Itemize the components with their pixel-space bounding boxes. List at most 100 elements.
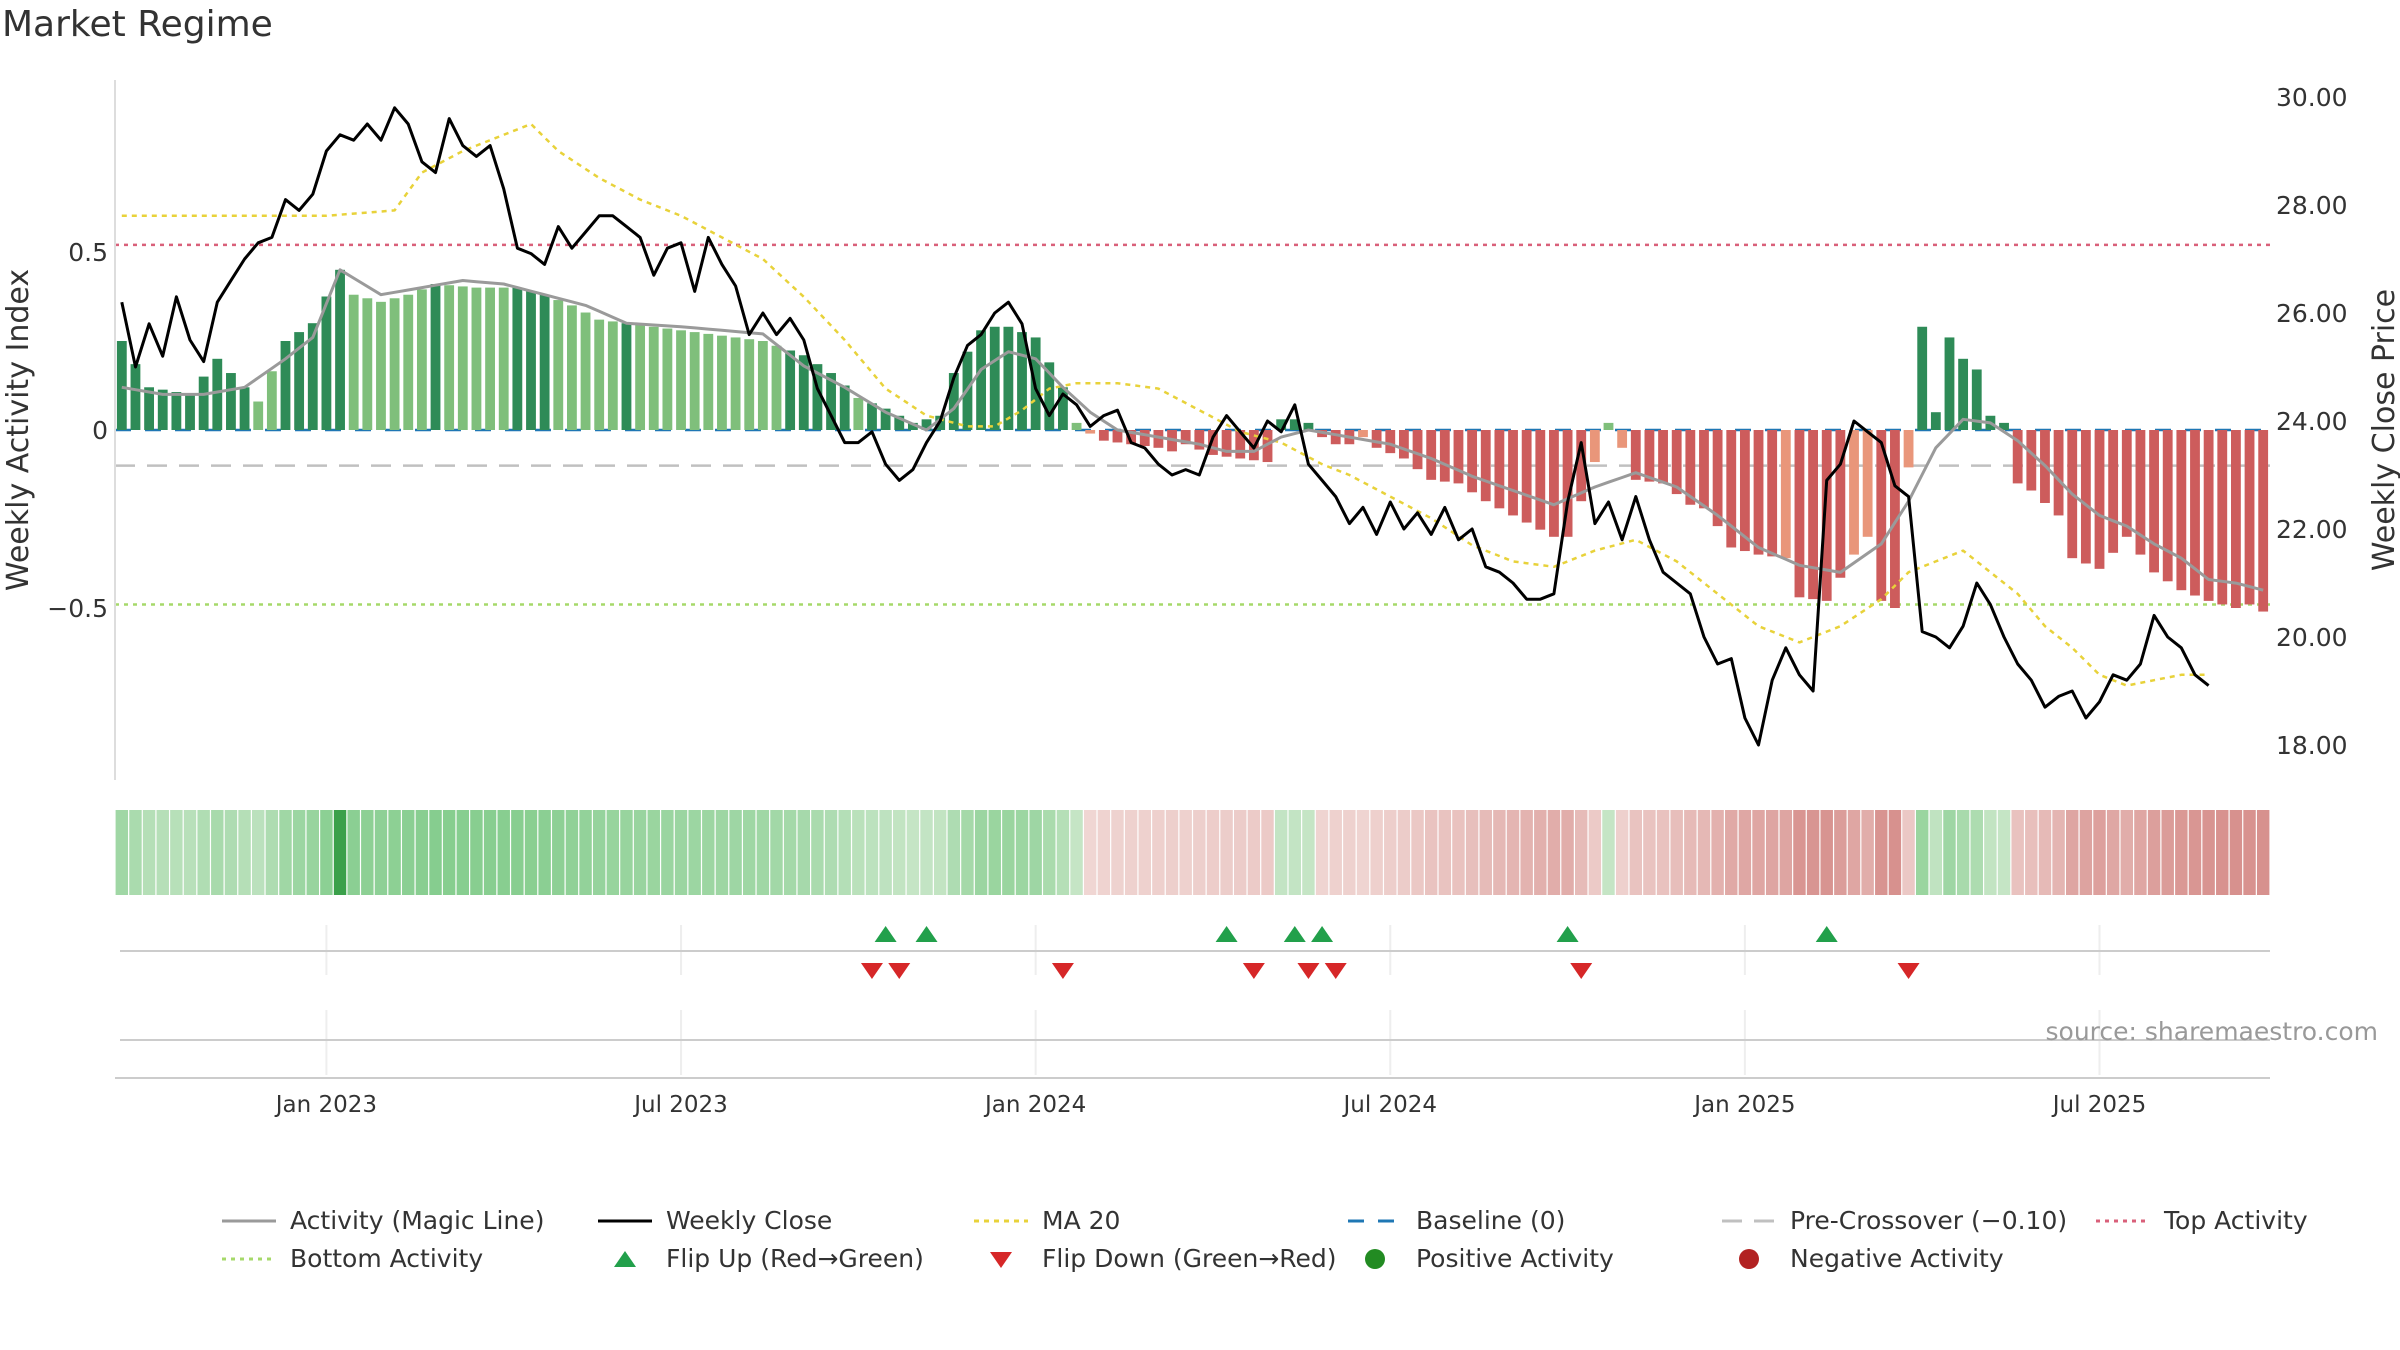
activity-bar bbox=[157, 389, 168, 430]
x-tick-label: Jan 2023 bbox=[274, 1092, 377, 1118]
activity-bar bbox=[1371, 430, 1382, 448]
regime-strip-cell bbox=[1752, 810, 1765, 895]
regime-strip-cell bbox=[211, 810, 224, 895]
activity-bar bbox=[1944, 337, 1955, 430]
regime-strip-cell bbox=[1043, 810, 1056, 895]
legend-label: Flip Up (Red→Green) bbox=[666, 1244, 924, 1273]
regime-strip-cell bbox=[865, 810, 879, 895]
regime-strip-cell bbox=[1247, 810, 1261, 895]
activity-bar bbox=[1630, 430, 1641, 480]
market-regime-chart: 0.5 0 −0.5 30.00 28.00 26.00 24.00 22.00 20.00 18… bbox=[1, 80, 2400, 1118]
flip-up-marker bbox=[915, 926, 938, 942]
activity-bar bbox=[1467, 430, 1478, 493]
activity-bar bbox=[1589, 430, 1600, 463]
regime-strip-cell bbox=[879, 810, 892, 895]
right-tick-label: 30.00 bbox=[2276, 83, 2348, 112]
activity-bar bbox=[335, 269, 345, 430]
activity-bar bbox=[1494, 430, 1505, 509]
activity-bar bbox=[635, 324, 646, 430]
regime-strip-cell bbox=[1397, 810, 1411, 895]
activity-bar bbox=[2012, 430, 2023, 484]
activity-bar bbox=[1644, 430, 1655, 482]
legend-symbol bbox=[598, 1219, 652, 1223]
regime-strip-cell bbox=[1561, 810, 1574, 895]
regime-strip-cell bbox=[1875, 810, 1888, 895]
regime-strip-cell bbox=[811, 810, 824, 895]
left-tick-label: −0.5 bbox=[47, 594, 108, 623]
activity-bar bbox=[2162, 430, 2173, 582]
flip-down-marker bbox=[1324, 963, 1347, 979]
activity-bar bbox=[348, 294, 359, 430]
activity-bar bbox=[226, 373, 236, 430]
regime-strip-cell bbox=[415, 810, 429, 895]
regime-strip-cell bbox=[947, 810, 961, 895]
regime-strip-cell bbox=[1165, 810, 1179, 895]
activity-bar bbox=[703, 333, 714, 430]
regime-strip-cell bbox=[920, 810, 933, 895]
regime-strip-cell bbox=[1588, 810, 1602, 895]
regime-strip-cell bbox=[2066, 810, 2079, 895]
regime-strip-cell bbox=[524, 810, 538, 895]
regime-strip-cell bbox=[2106, 810, 2120, 895]
legend-symbol bbox=[1739, 1249, 1759, 1269]
regime-strip-cell bbox=[1656, 810, 1670, 895]
activity-bar bbox=[1699, 430, 1709, 509]
regime-strip-cell bbox=[2175, 810, 2188, 895]
activity-bar bbox=[1712, 430, 1723, 527]
legend-symbol bbox=[222, 1257, 276, 1261]
right-tick-label: 20.00 bbox=[2276, 623, 2348, 652]
activity-bar bbox=[471, 287, 482, 430]
regime-strip-cell bbox=[1506, 810, 1520, 895]
activity-bar bbox=[2203, 430, 2214, 601]
activity-bar bbox=[2080, 430, 2091, 564]
regime-strip-cell bbox=[1356, 810, 1370, 895]
weekly-close-line bbox=[120, 106, 2210, 747]
regime-strip-cell bbox=[702, 810, 715, 895]
activity-bar bbox=[1398, 430, 1409, 459]
legend-label: Positive Activity bbox=[1416, 1244, 1614, 1273]
flip-down-marker bbox=[1297, 963, 1320, 979]
regime-strip-cell bbox=[470, 810, 483, 895]
activity-bar bbox=[1385, 430, 1396, 454]
regime-strip-cell bbox=[620, 810, 633, 895]
regime-strip-cell bbox=[1902, 810, 1915, 895]
activity-bar bbox=[1753, 430, 1764, 555]
regime-strip-cell bbox=[2202, 810, 2215, 895]
regime-strip-cell bbox=[1152, 810, 1165, 895]
flip-up-marker bbox=[1311, 926, 1334, 942]
activity-bar bbox=[1958, 358, 1969, 430]
activity-bar bbox=[1576, 430, 1587, 502]
regime-strip-cell bbox=[893, 810, 906, 895]
activity-bar bbox=[1671, 430, 1682, 495]
regime-strip-cell bbox=[2093, 810, 2106, 895]
activity-bar bbox=[1126, 430, 1137, 445]
regime-strip-cell bbox=[1493, 810, 1506, 895]
regime-strip-cell bbox=[988, 810, 1001, 895]
series-lines bbox=[120, 106, 2264, 747]
activity-bar bbox=[567, 305, 577, 430]
regime-strip-cell bbox=[1343, 810, 1356, 895]
activity-bar bbox=[1780, 430, 1791, 559]
regime-strip-cell bbox=[1479, 810, 1492, 895]
activity-bar bbox=[1535, 430, 1546, 530]
activity-bar bbox=[1194, 430, 1205, 450]
activity-bar bbox=[130, 364, 141, 430]
activity-bar bbox=[1862, 430, 1873, 537]
regime-strip-cell bbox=[606, 810, 620, 895]
regime-strip-cell bbox=[1111, 810, 1124, 895]
regime-strip-cell bbox=[1929, 810, 1943, 895]
activity-bar bbox=[171, 392, 182, 430]
regime-strip-cell bbox=[1915, 810, 1929, 895]
regime-strip-cell bbox=[1670, 810, 1683, 895]
regime-strip-cell bbox=[2025, 810, 2038, 895]
regime-strip-cell bbox=[565, 810, 579, 895]
regime-strip-cell bbox=[1834, 810, 1847, 895]
activity-bar bbox=[362, 298, 373, 430]
regime-strip-cell bbox=[1029, 810, 1042, 895]
regime-strip-cell bbox=[2011, 810, 2024, 895]
activity-bar bbox=[2176, 430, 2187, 591]
regime-strip-cell bbox=[374, 810, 388, 895]
activity-bar bbox=[812, 364, 823, 430]
regime-strip-cell bbox=[715, 810, 729, 895]
activity-bar bbox=[307, 323, 318, 430]
